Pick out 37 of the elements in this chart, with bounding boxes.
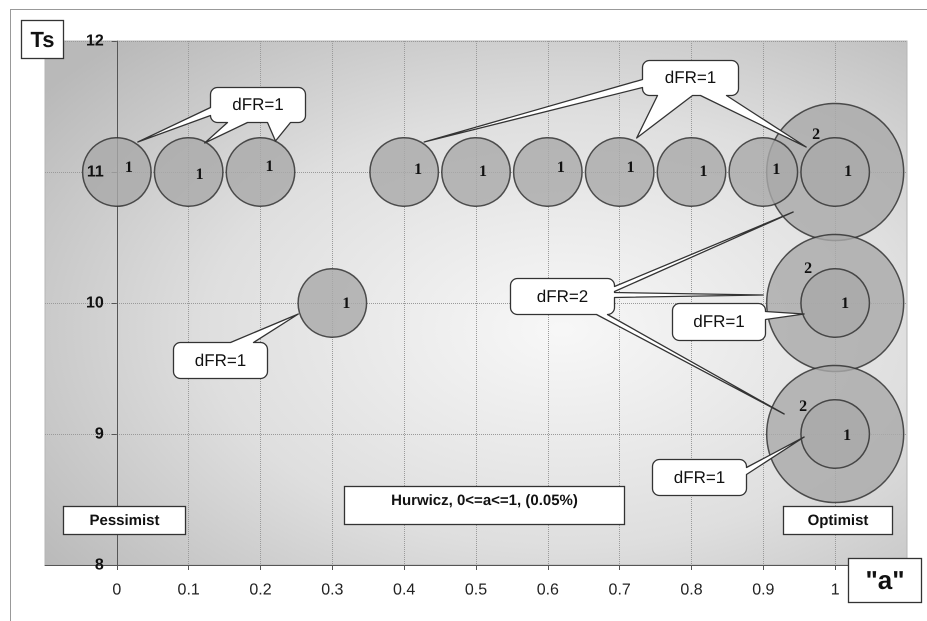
annotation: 1 <box>772 161 780 178</box>
annotation: 1 <box>556 159 565 176</box>
x-tick-label: 0.2 <box>249 582 272 598</box>
annotation: 1 <box>124 159 133 176</box>
annotation: 1 <box>342 295 350 312</box>
annotation: 2 <box>812 126 820 143</box>
x-tick-label: 0.6 <box>536 582 560 598</box>
annotation: dFR=2 <box>536 286 590 308</box>
annotation: dFR=1 <box>672 466 726 488</box>
annotation: dFR=1 <box>692 311 746 333</box>
x-tick-label: 0.3 <box>321 582 344 598</box>
annotation: dFR=1 <box>231 94 285 116</box>
x-tick-label: 0.8 <box>680 582 703 598</box>
annotation: 1 <box>700 163 708 180</box>
annotation: dFR=1 <box>664 67 718 89</box>
annotation: 1 <box>843 427 852 444</box>
annotation: dFR=1 <box>194 350 248 372</box>
annotation: 1 <box>479 163 487 180</box>
annotation: 1 <box>196 166 204 183</box>
x-tick-label: 0.1 <box>178 582 200 598</box>
annotation: 2 <box>799 398 808 415</box>
y-tick-label: 10 <box>86 294 104 312</box>
y-tick-label: 9 <box>94 426 104 442</box>
x-tick-label: 0.4 <box>393 582 416 598</box>
x-tick-label: 0.9 <box>752 582 775 598</box>
y-tick-label: 12 <box>86 32 104 50</box>
x-tick-label: 0.7 <box>608 582 631 598</box>
annotation: 1 <box>266 158 274 175</box>
x-tick-label: 1 <box>830 582 840 598</box>
annotation: 1 <box>414 161 422 178</box>
x-tick-label: 0.5 <box>464 582 488 598</box>
annotation: 1 <box>841 295 850 312</box>
annotation: 1 <box>626 159 635 176</box>
y-tick-label: 11 <box>86 164 104 180</box>
annotation: 1 <box>844 163 852 180</box>
x-tick-label: 0 <box>112 582 122 598</box>
annotation: 2 <box>804 260 812 277</box>
